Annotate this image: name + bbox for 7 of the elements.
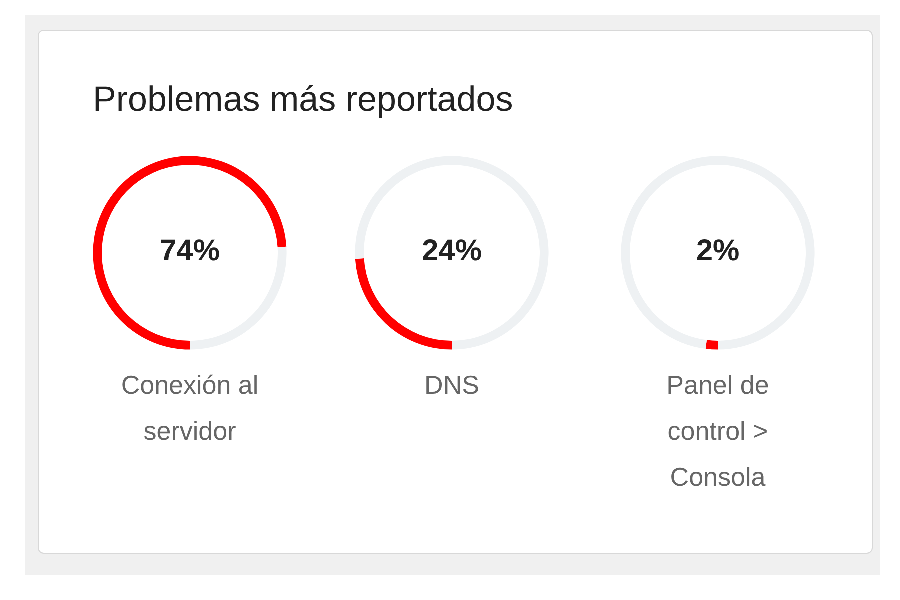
text: 24% (422, 234, 482, 268)
text: 74% (160, 234, 220, 268)
slice-label: Panel de control > Consola (666, 369, 770, 494)
slice-label: DNS (424, 369, 480, 402)
chart-title: Problemas más reportados (93, 80, 514, 120)
slice-label: Conexión al servidor (120, 369, 260, 448)
text: 2% (696, 234, 740, 268)
